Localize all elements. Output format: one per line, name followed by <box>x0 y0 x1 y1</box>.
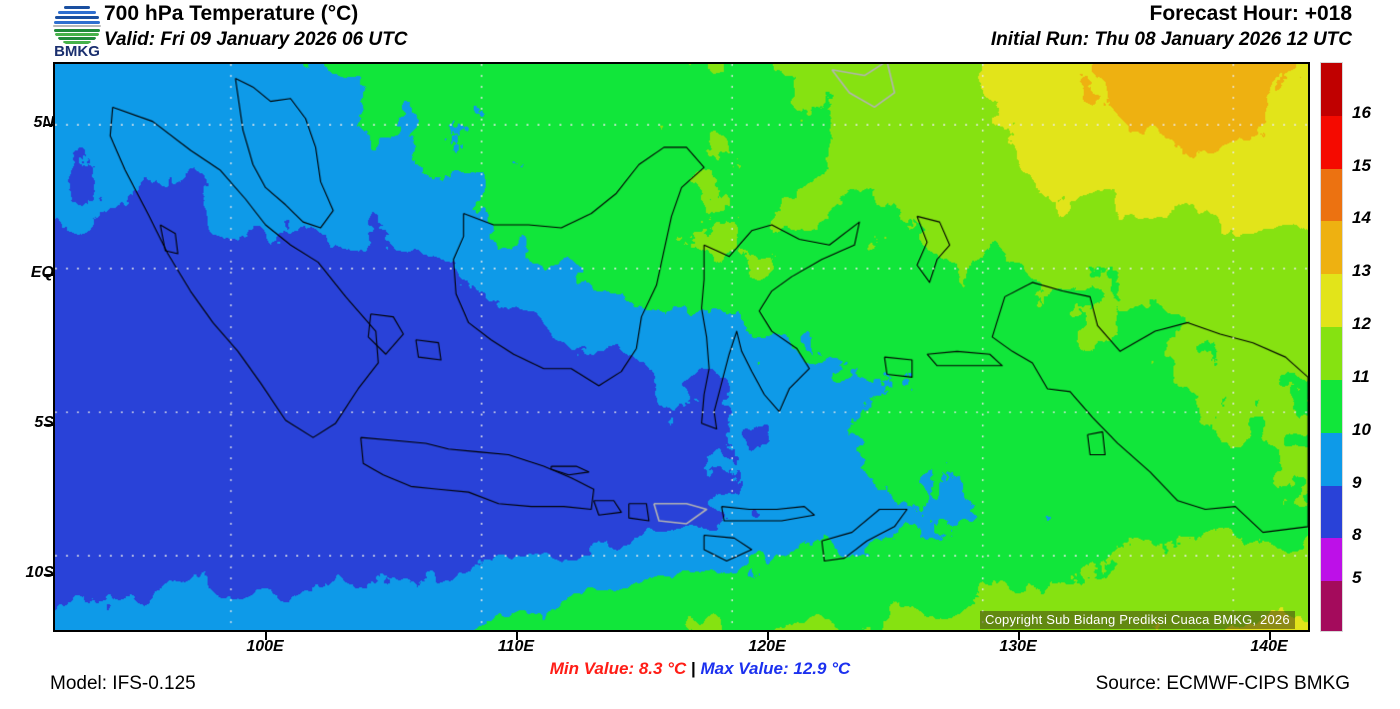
colorbar-tick-13: 13 <box>1352 261 1371 281</box>
colorbar-band-17+ <box>1321 63 1342 116</box>
x-axis-tickmark-120E <box>767 632 769 640</box>
colorbar-band-16 <box>1321 115 1342 169</box>
colorbar-tick-10: 10 <box>1352 419 1371 439</box>
min-value-label: Min Value: 8.3 °C <box>549 659 687 678</box>
x-axis-tick-140E: 140E <box>1250 638 1288 655</box>
colorbar-tick-8: 8 <box>1352 525 1362 545</box>
copyright-stamp: Copyright Sub Bidang Prediksi Cuaca BMKG… <box>980 611 1295 629</box>
colorbar-band-5 <box>1321 581 1342 631</box>
bmkg-logo-disc <box>52 2 102 46</box>
bmkg-logo-text: BMKG <box>54 43 100 60</box>
colorbar-band-14 <box>1321 221 1342 275</box>
y-axis-tickmark-EQ <box>44 274 53 276</box>
x-axis-tickmark-130E <box>1018 632 1020 640</box>
temperature-colorbar <box>1320 62 1343 632</box>
colorbar-tick-15: 15 <box>1352 155 1371 175</box>
source-label: Source: ECMWF-CIPS BMKG <box>1095 673 1350 694</box>
colorbar-band-12 <box>1321 327 1342 380</box>
x-axis-tickmark-100E <box>265 632 267 640</box>
colorbar-band-9 <box>1321 485 1342 539</box>
y-axis-tick-5N: 5N <box>33 114 54 131</box>
page-title: 700 hPa Temperature (°C) <box>104 2 359 25</box>
colorbar-band-11 <box>1321 379 1342 433</box>
colorbar-tick-11: 11 <box>1352 366 1370 386</box>
x-axis-tick-120E: 120E <box>748 638 786 655</box>
minmax-separator: | <box>690 659 696 678</box>
colorbar-tick-5: 5 <box>1352 568 1362 588</box>
model-label: Model: IFS-0.125 <box>50 673 196 694</box>
x-axis-tick-130E: 130E <box>999 638 1037 655</box>
y-axis-tick-EQ: EQ <box>30 264 54 281</box>
colorbar-tick-12: 12 <box>1352 314 1371 334</box>
temperature-field-canvas <box>55 64 1308 630</box>
colorbar-band-8 <box>1321 538 1342 581</box>
initial-run-label: Initial Run: Thu 08 January 2026 12 UTC <box>990 29 1352 50</box>
x-axis-tickmark-110E <box>516 632 518 640</box>
y-axis-tickmark-5S <box>44 424 53 426</box>
colorbar-band-13 <box>1321 274 1342 328</box>
x-axis-tick-110E: 110E <box>497 638 535 655</box>
colorbar-band-10 <box>1321 432 1342 486</box>
forecast-hour-label: Forecast Hour: +018 <box>1149 2 1353 25</box>
max-value-label: Max Value: 12.9 °C <box>700 659 851 678</box>
colorbar-tick-14: 14 <box>1352 208 1371 228</box>
y-axis-tickmark-10S <box>44 574 53 576</box>
valid-time-label: Valid: Fri 09 January 2026 06 UTC <box>104 29 408 50</box>
y-axis-tick-10S: 10S <box>25 564 54 581</box>
temperature-map-plot: Copyright Sub Bidang Prediksi Cuaca BMKG… <box>53 62 1310 632</box>
bmkg-logo-icon: BMKG <box>44 2 110 60</box>
min-max-value-line: Min Value: 8.3 °C | Max Value: 12.9 °C <box>0 659 1400 679</box>
colorbar-tick-9: 9 <box>1352 472 1362 492</box>
colorbar-tick-16: 16 <box>1352 102 1371 122</box>
colorbar-band-15 <box>1321 168 1342 222</box>
y-axis-tickmark-5N <box>44 124 53 126</box>
y-axis-tick-5S: 5S <box>34 414 54 431</box>
x-axis-tick-100E: 100E <box>246 638 284 655</box>
x-axis-tickmark-140E <box>1269 632 1271 640</box>
